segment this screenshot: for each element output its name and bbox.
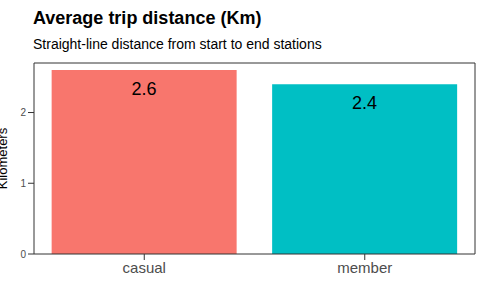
svg-text:2.6: 2.6 [132,79,157,99]
svg-text:0: 0 [20,249,26,260]
svg-text:Kilometers: Kilometers [8,127,10,189]
svg-text:2: 2 [20,107,26,118]
svg-text:casual: casual [123,259,166,276]
svg-text:2.4: 2.4 [352,93,377,113]
svg-text:1: 1 [20,178,26,189]
html-text:Straight-line distance from st: Straight-line distance from start to end… [33,36,322,52]
html-text:Average trip distance (Km): Average trip distance (Km) [33,8,262,28]
svg-text:member: member [337,259,392,276]
